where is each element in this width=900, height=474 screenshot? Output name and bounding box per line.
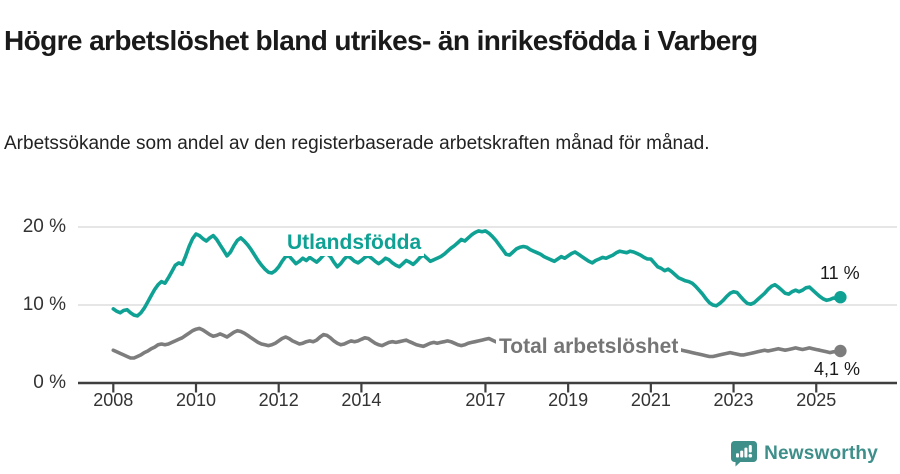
line-series-0 bbox=[111, 229, 843, 318]
x-axis-label-2012: 2012 bbox=[258, 390, 299, 410]
series-label-total-arbetsloshet: Total arbetslöshet bbox=[496, 334, 682, 360]
end-dot-series-0 bbox=[834, 291, 847, 304]
x-axis-label-2017: 2017 bbox=[465, 390, 506, 410]
x-axis-label-2023: 2023 bbox=[713, 390, 754, 410]
y-axis-label-20: 20 % bbox=[22, 216, 66, 237]
y-axis-label-0: 0 % bbox=[33, 372, 66, 393]
end-dot-series-1 bbox=[834, 344, 847, 358]
chart-subtitle: Arbetssökande som andel av den registerb… bbox=[4, 133, 710, 154]
end-value-label-total: 4,1 % bbox=[814, 359, 861, 379]
x-axis-label-2019: 2019 bbox=[548, 390, 589, 410]
newsworthy-brand: Newsworthy bbox=[731, 440, 878, 468]
x-axis-label-2010: 2010 bbox=[175, 390, 217, 410]
x-axis-label-2008: 2008 bbox=[93, 390, 134, 410]
series-label-utlandsfodda: Utlandsfödda bbox=[284, 230, 425, 256]
x-axis-label-2025: 2025 bbox=[796, 390, 837, 410]
y-axis-label-10: 10 % bbox=[22, 294, 66, 315]
newsworthy-brand-text: Newsworthy bbox=[764, 443, 878, 464]
line-series-1 bbox=[111, 326, 843, 360]
newsworthy-logo-icon bbox=[731, 441, 758, 467]
x-axis-label-2014: 2014 bbox=[341, 390, 382, 410]
end-value-label-utlandsfodda: 11 % bbox=[820, 263, 860, 283]
page-title: Högre arbetslöshet bland utrikes- än inr… bbox=[4, 24, 758, 56]
x-axis-label-2021: 2021 bbox=[630, 390, 671, 410]
